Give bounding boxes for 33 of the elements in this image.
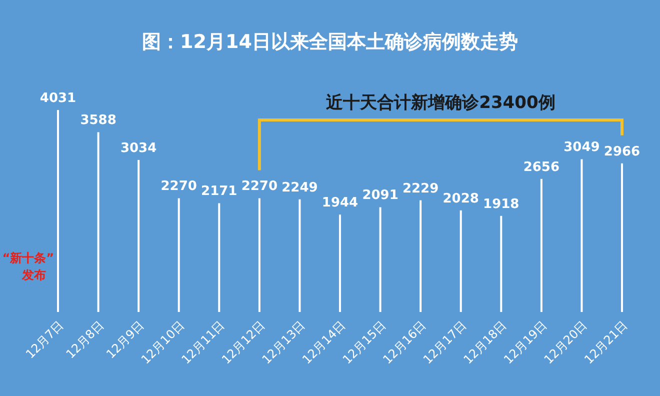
bar bbox=[57, 110, 59, 312]
bar bbox=[621, 163, 623, 312]
bar bbox=[218, 203, 220, 312]
bar bbox=[540, 178, 542, 312]
annotation: “新十条”发布 bbox=[2, 251, 54, 282]
data-label: 2270 bbox=[241, 179, 278, 194]
bar bbox=[339, 214, 341, 312]
bar bbox=[298, 199, 301, 312]
data-label: 2028 bbox=[442, 191, 479, 206]
bar bbox=[258, 198, 260, 312]
data-label: 1944 bbox=[322, 196, 358, 211]
bar bbox=[138, 160, 140, 312]
annotation: 近十天合计新增确诊23400例 bbox=[325, 93, 556, 113]
bar bbox=[178, 198, 180, 312]
data-label: 2229 bbox=[402, 181, 439, 196]
data-label: 3588 bbox=[80, 113, 116, 128]
data-label: 1918 bbox=[483, 196, 520, 212]
bar bbox=[500, 216, 502, 312]
bar bbox=[379, 207, 382, 312]
data-label: 3049 bbox=[564, 140, 600, 156]
chart-title: 图：12月14日以来全国本土确诊病例数走势 bbox=[142, 31, 518, 53]
data-label: 2656 bbox=[523, 160, 560, 175]
bar bbox=[420, 200, 422, 312]
data-label: 2171 bbox=[201, 184, 238, 200]
bar bbox=[580, 159, 583, 312]
data-label: 2091 bbox=[362, 188, 398, 204]
data-label: 4031 bbox=[40, 91, 76, 106]
data-label: 3034 bbox=[120, 140, 157, 156]
data-label: 2249 bbox=[282, 180, 318, 196]
bar bbox=[460, 210, 462, 312]
data-label: 2270 bbox=[160, 179, 197, 194]
bar bbox=[97, 132, 100, 312]
data-label: 2966 bbox=[604, 144, 640, 160]
